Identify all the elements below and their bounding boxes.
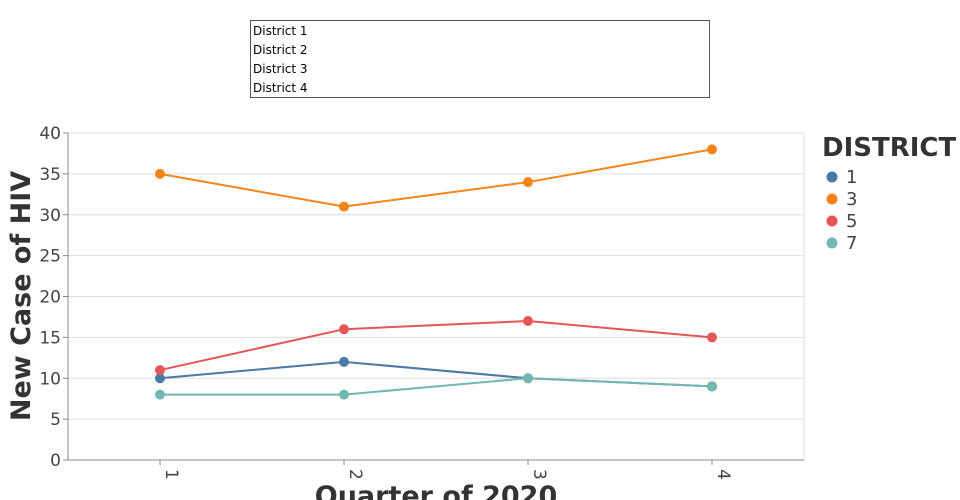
x-tick-label: 4: [713, 469, 733, 480]
y-tick-label: 20: [39, 288, 61, 308]
y-tick-label: 0: [50, 451, 61, 471]
data-point-series-3[interactable]: [707, 144, 717, 155]
y-axis: 0 5 10 15 20 25 30 35 40: [39, 124, 69, 471]
legend-label-1: 1: [846, 167, 857, 188]
legend-swatch-1: [826, 171, 838, 183]
district-option[interactable]: District 4: [253, 81, 308, 95]
grid-lines: [67, 132, 805, 461]
legend-swatch-7: [826, 237, 838, 249]
x-axis: 1 2 3 4: [68, 459, 804, 480]
data-point-series-3[interactable]: [155, 168, 165, 179]
series-lines: [159, 148, 713, 396]
data-point-series-1[interactable]: [155, 373, 165, 384]
y-tick-label: 30: [39, 206, 61, 226]
y-tick-label: 40: [39, 124, 61, 144]
legend-swatch-5: [826, 215, 838, 227]
y-tick-label: 5: [50, 410, 61, 430]
legend-title: DISTRICT: [822, 133, 956, 163]
y-tick-label: 35: [39, 165, 61, 185]
data-point-series-1[interactable]: [339, 356, 349, 367]
y-tick-label: 15: [39, 328, 61, 348]
data-point-series-5[interactable]: [707, 332, 717, 343]
x-axis-title: Quarter of 2020: [315, 481, 558, 500]
data-point-series-5[interactable]: [155, 365, 165, 376]
district-select-list[interactable]: District 1 District 2 District 3 Distric…: [250, 20, 710, 98]
y-tick-label: 10: [39, 369, 61, 389]
data-point-series-3[interactable]: [523, 177, 533, 188]
y-tick-label: 25: [39, 247, 61, 267]
legend-label-5: 5: [846, 211, 857, 232]
district-option[interactable]: District 1: [253, 24, 308, 38]
data-point-series-7[interactable]: [339, 389, 349, 400]
legend-label-3: 3: [846, 189, 857, 210]
data-point-series-7[interactable]: [155, 389, 165, 400]
district-option[interactable]: District 2: [253, 43, 308, 57]
data-point-series-7[interactable]: [523, 373, 533, 384]
data-point-series-7[interactable]: [707, 381, 717, 392]
series-line-7: [160, 377, 713, 396]
series-line-3: [159, 148, 713, 208]
data-point-series-5[interactable]: [523, 316, 533, 327]
x-tick-label: 3: [529, 469, 549, 480]
district-option[interactable]: District 3: [253, 62, 308, 76]
x-tick-label: 2: [345, 469, 365, 480]
data-point-series-5[interactable]: [339, 324, 349, 335]
y-axis-title: New Case of HIV: [6, 171, 37, 421]
series-line-5: [159, 320, 713, 372]
x-tick-label: 1: [161, 469, 181, 480]
data-point-series-3[interactable]: [339, 201, 349, 212]
legend-swatch-3: [826, 193, 838, 205]
legend-label-7: 7: [846, 233, 857, 254]
series-points: [155, 144, 717, 400]
